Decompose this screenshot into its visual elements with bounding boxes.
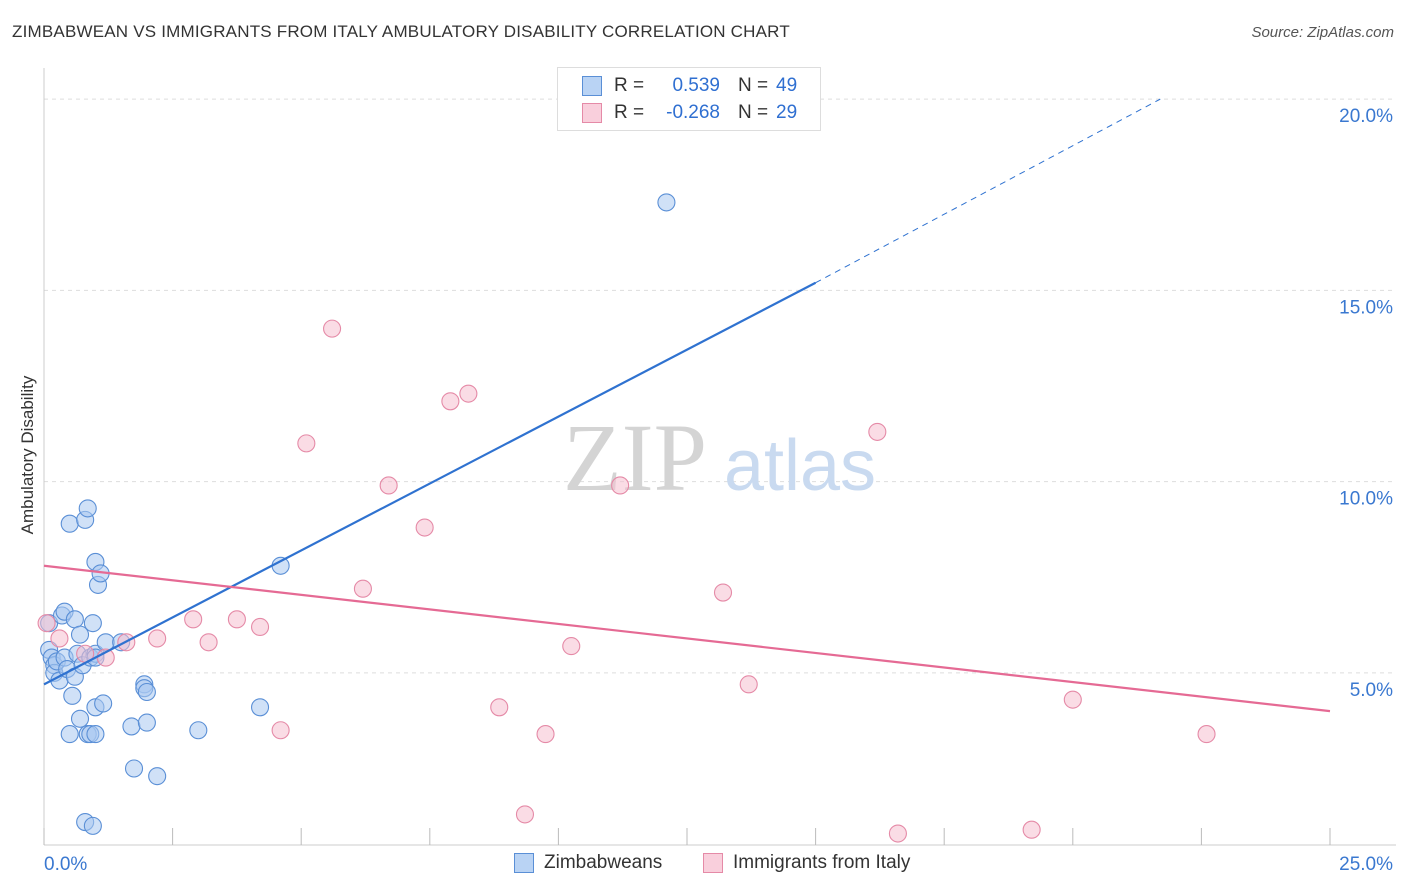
italy-point: [1022, 820, 1041, 839]
legend-swatch-blue: [582, 76, 602, 96]
legend-item-zimbabweans[interactable]: Zimbabweans: [514, 852, 662, 874]
watermark: ZIP atlas: [563, 404, 876, 511]
zimbabwean-point: [83, 614, 102, 633]
zimbabwean-trend-extension: [815, 98, 1161, 284]
italy-point: [184, 610, 203, 629]
legend-row-italy: R = -0.268 N = 29: [582, 101, 797, 125]
zimbabwean-point: [148, 767, 167, 786]
zimbabwean-point: [657, 193, 676, 212]
legend-label-italy: Immigrants from Italy: [733, 852, 911, 873]
italy-point: [271, 721, 290, 740]
legend-label-zimbabweans: Zimbabweans: [544, 852, 663, 873]
zimbabwean-point: [189, 721, 208, 740]
italy-point: [415, 518, 434, 537]
italy-point: [379, 476, 398, 495]
zimbabwean-point: [70, 625, 90, 644]
watermark-atlas: atlas: [724, 426, 876, 506]
legend-n-value: 29: [776, 102, 798, 123]
legend-r-label: R =: [614, 75, 645, 96]
zimbabwean-point: [250, 698, 270, 717]
legend-n-label: N =: [738, 75, 769, 96]
zimbabwean-point: [63, 686, 82, 705]
zimbabwean-point: [65, 610, 84, 629]
points-layer: [37, 193, 1216, 843]
italy-point: [515, 805, 535, 824]
zimbabwean-point: [86, 725, 105, 744]
zimbabwean-point: [94, 694, 113, 713]
zimbabwean-point: [137, 713, 156, 732]
italy-point: [50, 629, 69, 648]
italy-point: [227, 610, 246, 629]
series-legend: Zimbabweans Immigrants from Italy: [0, 852, 1406, 878]
legend-item-italy[interactable]: Immigrants from Italy: [703, 852, 910, 874]
zimbabwean-point: [70, 709, 90, 728]
italy-point: [888, 824, 907, 843]
italy-point: [250, 617, 270, 637]
trend-layer: [43, 98, 1331, 713]
legend-r-label: R =: [614, 102, 645, 123]
zimbabwean-point: [83, 816, 102, 835]
legend-swatch-blue: [514, 853, 534, 873]
italy-point: [739, 675, 758, 694]
y-tick-label: 15.0%: [1339, 297, 1393, 318]
zimbabwean-point: [122, 717, 141, 736]
zimbabwean-point: [271, 556, 290, 575]
legend-row-zimbabweans: R = 0.539 N = 49: [582, 74, 797, 98]
zimbabwean-point: [60, 725, 79, 744]
y-tick-label: 20.0%: [1339, 106, 1393, 127]
chart-title: ZIMBABWEAN VS IMMIGRANTS FROM ITALY AMBU…: [12, 22, 790, 41]
italy-point: [323, 319, 342, 338]
italy-point: [37, 614, 56, 633]
italy-point: [459, 384, 478, 403]
source-label: Source: ZipAtlas.com: [1251, 24, 1394, 41]
italy-point: [353, 579, 372, 598]
watermark-zip: ZIP: [563, 404, 707, 511]
legend-r-value: -0.268: [666, 102, 720, 123]
x-tick-label: 0.0%: [44, 854, 87, 875]
legend-swatch-pink: [703, 853, 723, 873]
italy-point: [441, 392, 460, 411]
italy-point: [1197, 725, 1216, 744]
legend-n-value: 49: [776, 75, 798, 96]
italy-point: [562, 637, 581, 656]
zimbabwean-trend-line: [43, 281, 817, 686]
legend-r-value: 0.539: [672, 75, 720, 96]
legend-n-label: N =: [738, 102, 769, 123]
axis-layer: [43, 68, 1396, 846]
italy-point: [536, 725, 555, 744]
y-tick-label: 5.0%: [1350, 680, 1393, 701]
x-tick-label: 25.0%: [1339, 854, 1393, 875]
tick-labels: 5.0% 10.0% 15.0% 20.0% 0.0% 25.0%: [44, 106, 1393, 875]
italy-trend-line: [43, 564, 1331, 713]
zimbabwean-point: [78, 499, 97, 518]
legend-swatch-pink: [582, 103, 602, 123]
correlation-legend: R = 0.539 N = 49 R = -0.268 N = 29: [557, 67, 821, 131]
italy-point: [148, 629, 167, 648]
italy-point: [199, 633, 218, 652]
italy-point: [1063, 690, 1082, 709]
zimbabwean-point: [60, 514, 79, 533]
italy-point: [297, 434, 316, 453]
italy-point: [490, 698, 509, 717]
zimbabwean-point: [124, 759, 144, 778]
italy-point: [868, 422, 887, 441]
italy-point: [611, 476, 630, 495]
zimbabwean-point: [137, 682, 156, 702]
y-tick-label: 10.0%: [1339, 489, 1393, 510]
italy-point: [713, 583, 733, 602]
